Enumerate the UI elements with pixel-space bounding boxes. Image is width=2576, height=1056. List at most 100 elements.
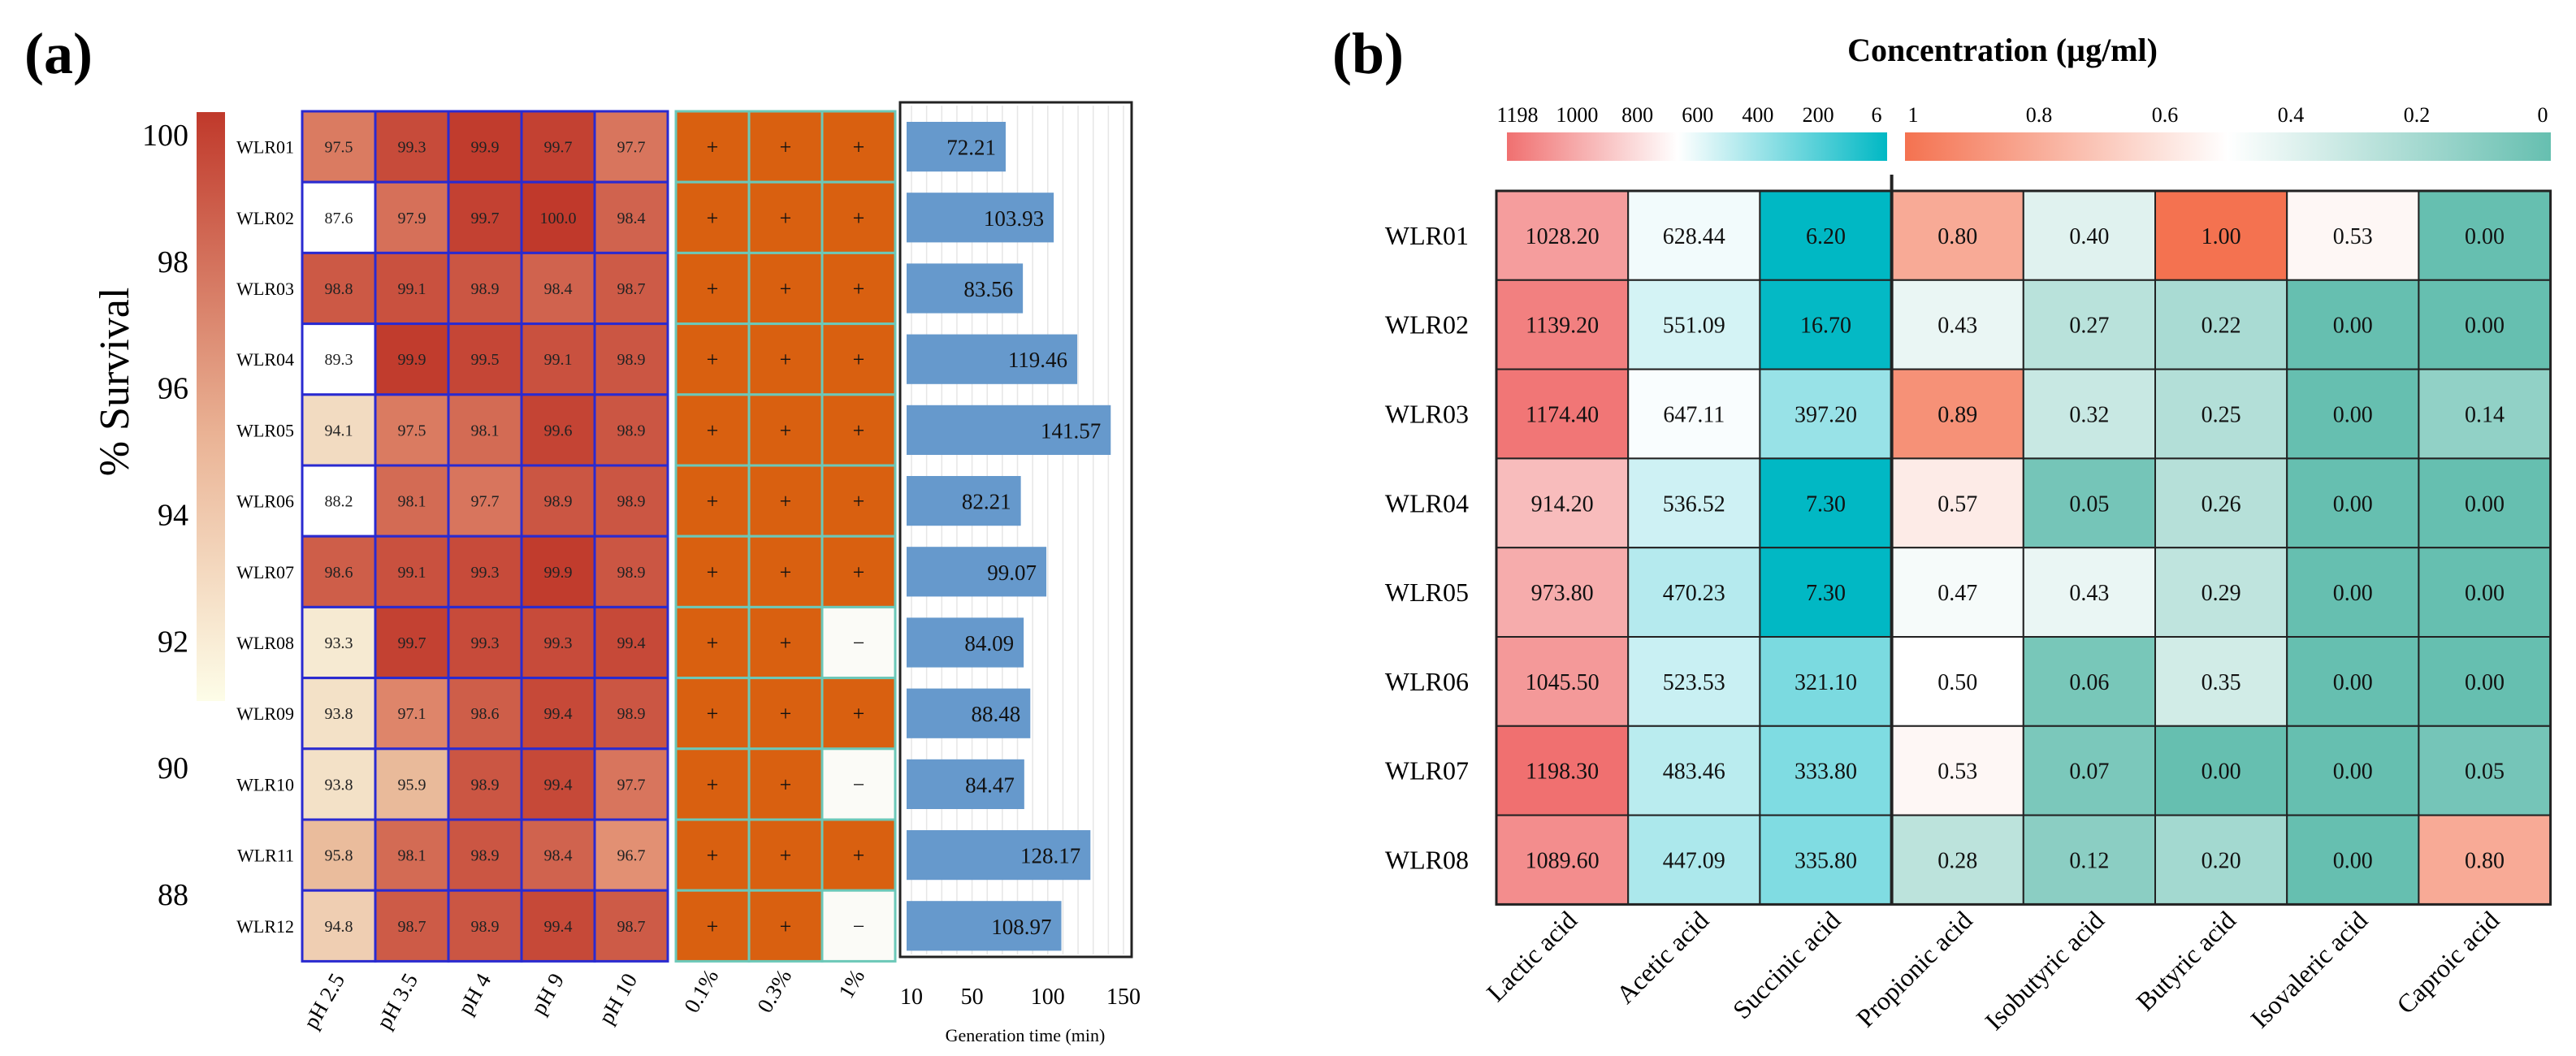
bile-cell-positive: + bbox=[853, 702, 865, 725]
concentration-cell bbox=[1627, 725, 1761, 816]
concentration-cell bbox=[1759, 547, 1893, 638]
survival-cell bbox=[301, 818, 377, 892]
bile-cell-positive: + bbox=[780, 206, 792, 230]
survival-cell bbox=[374, 464, 450, 538]
bile-cell-positive: + bbox=[853, 206, 865, 230]
concentration-cell bbox=[2154, 636, 2288, 727]
bile-cell bbox=[820, 180, 897, 254]
bile-cell bbox=[820, 889, 897, 963]
generation-bar-label: 141.57 bbox=[1041, 418, 1101, 443]
survival-row-label: WLR03 bbox=[236, 279, 294, 299]
bile-cell-positive: + bbox=[780, 277, 792, 301]
survival-cell bbox=[593, 818, 669, 892]
survival-cell bbox=[593, 322, 669, 396]
bile-cell-negative: − bbox=[853, 915, 865, 938]
concentration-row-label: WLR04 bbox=[1385, 488, 1469, 517]
concentration-cell bbox=[2022, 636, 2157, 727]
bile-cell bbox=[747, 251, 824, 326]
generation-bar bbox=[907, 405, 1111, 455]
concentration-cell-value: 0.40 bbox=[2069, 224, 2109, 249]
survival-cell-value: 88.2 bbox=[325, 493, 353, 511]
survival-cell bbox=[301, 180, 377, 254]
survival-cell bbox=[374, 322, 450, 396]
generation-bar-label: 84.47 bbox=[965, 773, 1015, 797]
concentration-cell-value: 7.30 bbox=[1806, 581, 1846, 606]
survival-cell-value: 99.4 bbox=[544, 918, 573, 936]
bile-cell-positive: + bbox=[853, 490, 865, 513]
concentration-cell-value: 0.27 bbox=[2069, 314, 2109, 339]
concentration-cell bbox=[2286, 190, 2420, 281]
generation-bar bbox=[907, 830, 1091, 881]
concentration-cell bbox=[1496, 279, 1630, 370]
bile-cell-positive: + bbox=[853, 348, 865, 371]
concentration-row-label: WLR07 bbox=[1385, 756, 1469, 786]
concentration-cell bbox=[2418, 279, 2552, 370]
concentration-cell bbox=[2286, 636, 2420, 727]
concentration-cell bbox=[2154, 725, 2288, 816]
ratio-scale-tick: 0 bbox=[2538, 103, 2548, 127]
survival-cell bbox=[593, 464, 669, 538]
bile-cell-positive: + bbox=[853, 418, 865, 442]
bile-cell bbox=[820, 322, 897, 396]
concentration-heatmap-frame bbox=[1495, 189, 2552, 906]
concentration-cell bbox=[1890, 368, 2024, 460]
concentration-cell bbox=[2418, 547, 2552, 638]
concentration-cell-value: 0.00 bbox=[2333, 760, 2373, 785]
concentration-title: Concentration (µg/ml) bbox=[1847, 32, 2158, 68]
survival-cell-value: 98.8 bbox=[325, 280, 353, 298]
concentration-cell-value: 397.20 bbox=[1795, 403, 1857, 428]
survival-cell bbox=[374, 889, 450, 963]
concentration-cell-value: 647.11 bbox=[1663, 403, 1725, 428]
concentration-cell bbox=[1627, 279, 1761, 370]
concentration-cell-value: 1198.30 bbox=[1526, 760, 1599, 785]
survival-cell-value: 99.5 bbox=[471, 351, 500, 369]
survival-cell-value: 95.9 bbox=[398, 776, 426, 794]
concentration-column-label: Propionic acid bbox=[1851, 905, 1978, 1032]
concentration-cell bbox=[1627, 636, 1761, 727]
bile-column-label: 0.1% bbox=[679, 965, 723, 1017]
concentration-cell-value: 0.00 bbox=[2465, 670, 2505, 695]
bile-cell-positive: + bbox=[853, 560, 865, 584]
concentration-cell bbox=[2154, 457, 2288, 549]
ratio-scale-tick: 1 bbox=[1908, 103, 1919, 127]
concentration-cell-value: 7.30 bbox=[1806, 491, 1846, 517]
concentration-column-label: Acetic acid bbox=[1610, 905, 1714, 1009]
survival-cell-value: 99.7 bbox=[544, 139, 573, 157]
bile-cell-positive: + bbox=[707, 277, 719, 301]
concentration-column-label: Isovaleric acid bbox=[2245, 905, 2373, 1033]
survival-cell-value: 99.7 bbox=[471, 210, 500, 227]
survival-cell-value: 98.4 bbox=[617, 210, 646, 227]
concentration-cell-value: 973.80 bbox=[1531, 581, 1594, 606]
concentration-row-label: WLR05 bbox=[1385, 578, 1469, 607]
survival-cell-value: 98.1 bbox=[471, 422, 500, 439]
survival-cell bbox=[520, 889, 596, 963]
survival-cell-value: 96.7 bbox=[617, 847, 646, 865]
survival-cell-value: 98.9 bbox=[617, 493, 646, 511]
generation-time-xlabel: Generation time (min) bbox=[946, 1025, 1106, 1045]
survival-cell bbox=[301, 534, 377, 608]
panel-b-label: (b) bbox=[1332, 21, 1404, 86]
survival-cell bbox=[593, 677, 669, 751]
survival-cell bbox=[447, 818, 523, 892]
survival-cell-value: 98.4 bbox=[544, 280, 573, 298]
survival-cell bbox=[301, 605, 377, 680]
bile-cell-negative: − bbox=[853, 773, 865, 796]
generation-xtick: 100 bbox=[1031, 985, 1065, 1010]
survival-cell-value: 99.4 bbox=[617, 634, 646, 652]
concentration-cell-value: 1045.50 bbox=[1526, 670, 1600, 695]
concentration-cell-value: 0.00 bbox=[2465, 581, 2505, 606]
ratio-colorbar bbox=[1905, 132, 2551, 161]
concentration-cell-value: 536.52 bbox=[1663, 491, 1725, 517]
bile-cell bbox=[747, 464, 824, 538]
concentration-cell-value: 0.47 bbox=[1937, 581, 1977, 606]
concentration-row-label: WLR08 bbox=[1385, 846, 1469, 875]
concentration-cell-value: 914.20 bbox=[1531, 491, 1594, 517]
survival-cell-value: 98.9 bbox=[617, 351, 646, 369]
bile-column-label: 1% bbox=[833, 965, 869, 1002]
survival-row-label: WLR08 bbox=[236, 633, 294, 653]
survival-cell-value: 99.9 bbox=[471, 139, 500, 157]
concentration-scale-tick: 6 bbox=[1872, 103, 1882, 127]
survival-cell-value: 97.9 bbox=[398, 210, 426, 227]
survival-cell bbox=[520, 464, 596, 538]
